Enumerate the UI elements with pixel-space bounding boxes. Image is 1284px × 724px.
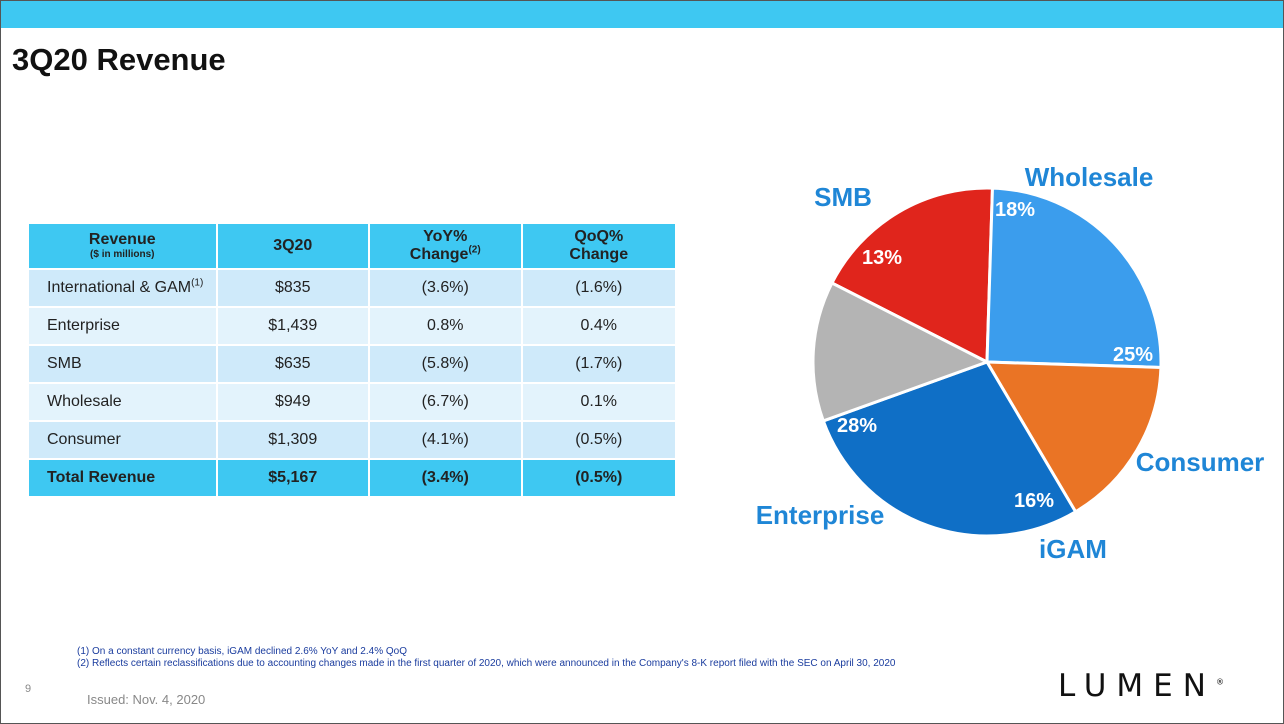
table-header-row: Revenue ($ in millions) 3Q20 YoY% Change… <box>27 222 678 270</box>
footnotes: (1) On a constant currency basis, iGAM d… <box>77 646 895 670</box>
pie-slice-smb <box>811 280 991 423</box>
row-label: Enterprise <box>27 306 218 346</box>
row-label: Wholesale <box>27 382 218 422</box>
table-row: International & GAM(1) $835 (3.6%) (1.6%… <box>27 268 678 308</box>
row-qoq: (0.5%) <box>520 420 678 460</box>
pie-value-label-igam: 16% <box>1014 490 1054 512</box>
pie-slice-consumer <box>985 186 1163 370</box>
pie-value-label-smb: 13% <box>862 247 902 269</box>
logo-text: LUMEN <box>1058 668 1216 704</box>
revenue-table: Revenue ($ in millions) 3Q20 YoY% Change… <box>27 222 678 498</box>
table-row: SMB $635 (5.8%) (1.7%) <box>27 344 678 384</box>
row-label: International & GAM(1) <box>27 268 218 308</box>
row-label: Consumer <box>27 420 218 460</box>
total-value: $5,167 <box>215 458 370 498</box>
header-revenue-label: Revenue <box>88 231 156 248</box>
row-value: $1,309 <box>215 420 370 460</box>
logo-registered-mark: ® <box>1215 677 1224 687</box>
row-label: SMB <box>27 344 218 384</box>
row-value: $949 <box>215 382 370 422</box>
header-qoq-line2: Change <box>569 246 629 263</box>
footnote-1: (1) On a constant currency basis, iGAM d… <box>77 646 407 657</box>
page-number: 9 <box>25 683 32 695</box>
page-title: 3Q20 Revenue <box>12 42 226 77</box>
issued-date: Issued: Nov. 4, 2020 <box>87 692 206 707</box>
header-period: 3Q20 <box>215 222 370 270</box>
row-label-note: (1) <box>191 277 204 289</box>
total-label: Total Revenue <box>27 458 218 498</box>
revenue-pie-chart: 18% 25% 16% 28% 13% Wholesale Consumer iGAM Ente… <box>756 162 1265 564</box>
row-yoy: (6.7%) <box>367 382 523 422</box>
row-yoy: (3.6%) <box>367 268 523 308</box>
footnote-2: (2) Reflects certain reclassifications d… <box>77 658 896 669</box>
header-revenue-sub: ($ in millions) <box>90 249 155 260</box>
pie-category-label-enterprise: Enterprise <box>756 500 885 530</box>
row-yoy: 0.8% <box>367 306 523 346</box>
header-yoy: YoY% Change(2) <box>367 222 523 270</box>
top-accent-bar <box>1 1 1283 28</box>
pie-slice-enterprise <box>821 360 1078 538</box>
pie-category-label-wholesale: Wholesale <box>1025 162 1154 192</box>
pie-value-label-consumer: 25% <box>1113 344 1153 366</box>
row-value: $1,439 <box>215 306 370 346</box>
row-value: $835 <box>215 268 370 308</box>
row-value: $635 <box>215 344 370 384</box>
table-total-row: Total Revenue $5,167 (3.4%) (0.5%) <box>27 458 678 498</box>
row-yoy: (4.1%) <box>367 420 523 460</box>
row-qoq: 0.1% <box>520 382 678 422</box>
row-qoq: (1.7%) <box>520 344 678 384</box>
header-yoy-line1: YoY% <box>423 228 468 245</box>
row-yoy: (5.8%) <box>367 344 523 384</box>
lumen-logo: LUMEN® <box>1058 668 1224 704</box>
pie-category-label-consumer: Consumer <box>1136 447 1265 477</box>
header-qoq: QoQ% Change <box>520 222 678 270</box>
row-label-text: International & GAM <box>47 279 192 296</box>
total-qoq: (0.5%) <box>520 458 678 498</box>
header-yoy-note: (2) <box>468 244 481 256</box>
table-row: Wholesale $949 (6.7%) 0.1% <box>27 382 678 422</box>
pie-category-label-igam: iGAM <box>1039 534 1107 564</box>
total-yoy: (3.4%) <box>367 458 523 498</box>
pie-slice-igam <box>984 360 1163 514</box>
header-yoy-line2: Change <box>409 246 469 263</box>
pie-value-label-enterprise: 28% <box>837 415 877 437</box>
pie-category-label-smb: SMB <box>814 182 872 212</box>
header-revenue: Revenue ($ in millions) <box>27 222 218 270</box>
table-row: Enterprise $1,439 0.8% 0.4% <box>27 306 678 346</box>
header-qoq-line1: QoQ% <box>574 228 624 245</box>
row-qoq: 0.4% <box>520 306 678 346</box>
table-row: Consumer $1,309 (4.1%) (0.5%) <box>27 420 678 460</box>
pie-slice-wholesale <box>829 186 995 365</box>
row-qoq: (1.6%) <box>520 268 678 308</box>
pie-value-label-wholesale: 18% <box>995 199 1035 221</box>
